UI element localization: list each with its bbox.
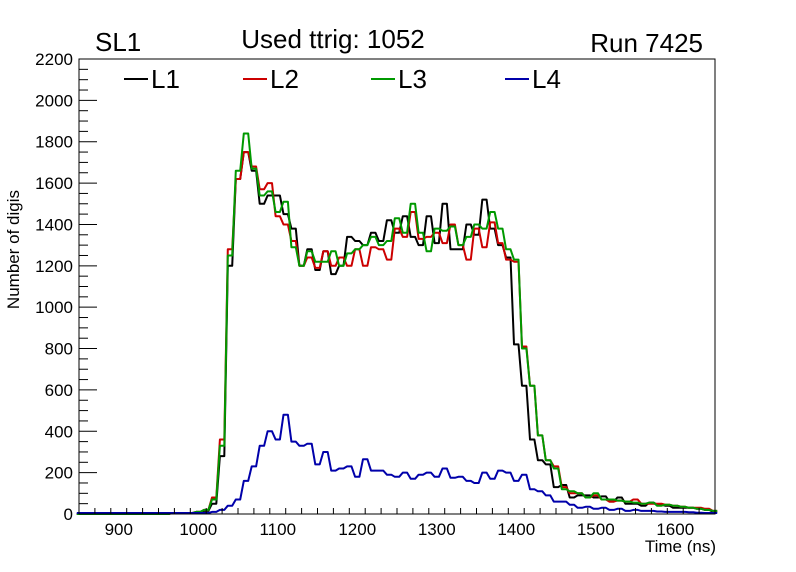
legend-label: L1 <box>151 64 180 94</box>
legend: L1 L2 L3 L4 <box>124 64 561 94</box>
plot-frame <box>78 58 716 515</box>
x-tick-label: 1100 <box>259 520 296 539</box>
x-tick-label: 1200 <box>338 520 376 539</box>
legend-label: L3 <box>398 64 427 94</box>
x-tick-label: 900 <box>105 520 133 539</box>
chart-right-label: Run 7425 <box>590 28 703 58</box>
legend-label: L2 <box>270 64 299 94</box>
y-tick-label: 0 <box>64 505 73 524</box>
legend-item-l2: L2 <box>243 64 299 94</box>
y-tick-label: 400 <box>45 422 73 441</box>
x-tick-label: 1000 <box>179 520 217 539</box>
x-axis-ticks: 900 1000 1100 1200 1300 1400 1500 1600 <box>78 508 716 539</box>
y-tick-label: 1400 <box>35 215 73 234</box>
series-layer <box>76 132 718 515</box>
legend-item-l4: L4 <box>505 64 561 94</box>
chart-title: Used ttrig: 1052 <box>241 24 425 54</box>
y-tick-label: 1000 <box>35 298 73 317</box>
y-tick-label: 200 <box>45 464 73 483</box>
y-tick-label: 1800 <box>35 133 73 152</box>
y-axis-ticks: 0 200 400 600 800 1000 1200 1400 1600 1800 2000 220… <box>35 50 97 524</box>
x-tick-label: 1500 <box>577 520 615 539</box>
legend-label: L4 <box>532 64 561 94</box>
y-axis-title: Number of digis <box>4 190 23 309</box>
x-tick-label: 1300 <box>418 520 456 539</box>
y-tick-label: 1600 <box>35 174 73 193</box>
y-tick-label: 1200 <box>35 257 73 276</box>
x-tick-label: 1400 <box>497 520 535 539</box>
y-tick-label: 800 <box>45 340 73 359</box>
x-axis-title: Time (ns) <box>645 537 716 556</box>
y-tick-label: 2000 <box>35 91 73 110</box>
series-line-l4 <box>76 413 718 514</box>
legend-item-l1: L1 <box>124 64 180 94</box>
y-tick-label: 600 <box>45 381 73 400</box>
x-tick-label: 1600 <box>656 520 694 539</box>
y-tick-label: 2200 <box>35 50 73 69</box>
legend-item-l3: L3 <box>371 64 427 94</box>
chart-left-label: SL1 <box>95 27 141 57</box>
